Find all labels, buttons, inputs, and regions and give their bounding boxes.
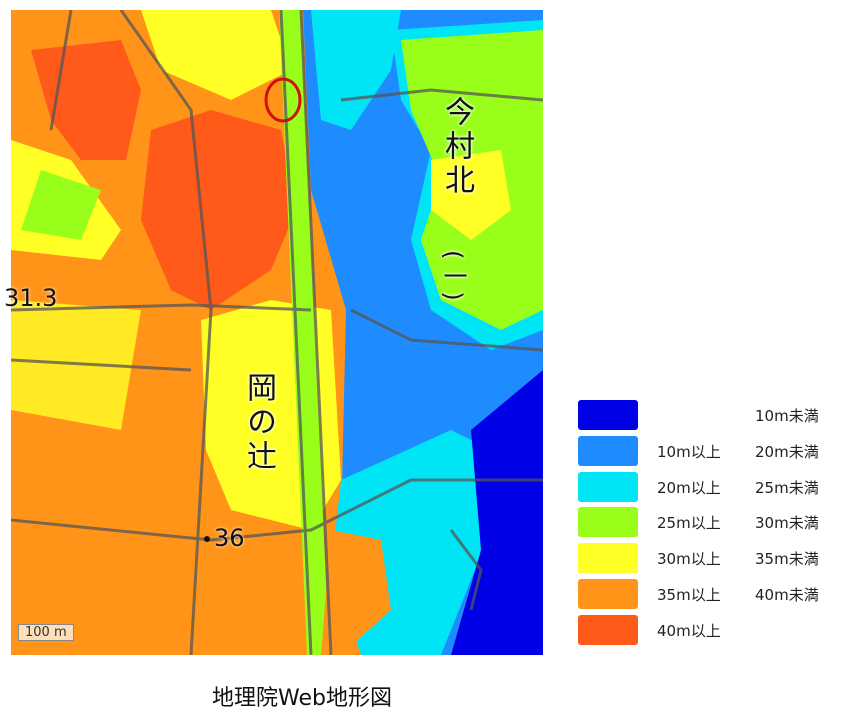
zone bbox=[141, 10, 291, 100]
place-label: 岡の辻 bbox=[241, 372, 276, 474]
legend-from: 30m以上 bbox=[657, 550, 721, 569]
zone bbox=[451, 370, 543, 655]
legend-to: 10m未満 bbox=[755, 407, 819, 425]
legend-swatch bbox=[578, 543, 638, 574]
place-label: 今村北 bbox=[439, 96, 474, 198]
legend-swatch bbox=[578, 435, 638, 466]
elevation-label: 36 bbox=[214, 524, 245, 552]
highlight-circle bbox=[264, 77, 302, 123]
legend-swatch bbox=[578, 614, 638, 645]
zone bbox=[279, 10, 329, 655]
legend-from: 35m以上 bbox=[657, 586, 721, 604]
legend-to: 25m未満 bbox=[755, 478, 819, 497]
legend-from: 25m以上 bbox=[657, 514, 721, 533]
elevation-label: 31.3 bbox=[4, 284, 58, 312]
zone bbox=[31, 40, 141, 160]
scale-bar: 100 m bbox=[18, 624, 74, 641]
zone bbox=[141, 110, 296, 310]
zone bbox=[311, 10, 401, 130]
legend-to: 30m未満 bbox=[755, 514, 819, 533]
legend-swatch bbox=[578, 471, 638, 502]
legend-swatch bbox=[578, 507, 638, 538]
elevation-point bbox=[204, 536, 210, 542]
place-label: (一) bbox=[439, 250, 467, 305]
legend-from: 20m以上 bbox=[657, 478, 721, 497]
zone bbox=[21, 170, 101, 240]
legend-to: 40m未満 bbox=[755, 586, 819, 604]
legend-to: 35m未満 bbox=[755, 550, 819, 569]
zone bbox=[321, 530, 391, 655]
caption: 地理院Web地形図 bbox=[212, 686, 392, 711]
legend-from: 10m以上 bbox=[657, 442, 721, 461]
legend-swatch bbox=[578, 400, 638, 430]
zone bbox=[431, 150, 511, 240]
legend-from: 40m以上 bbox=[657, 621, 721, 640]
roads bbox=[11, 10, 543, 655]
legend-swatch bbox=[578, 579, 638, 609]
terrain-map bbox=[11, 10, 543, 655]
legend-to: 20m未満 bbox=[755, 442, 819, 461]
